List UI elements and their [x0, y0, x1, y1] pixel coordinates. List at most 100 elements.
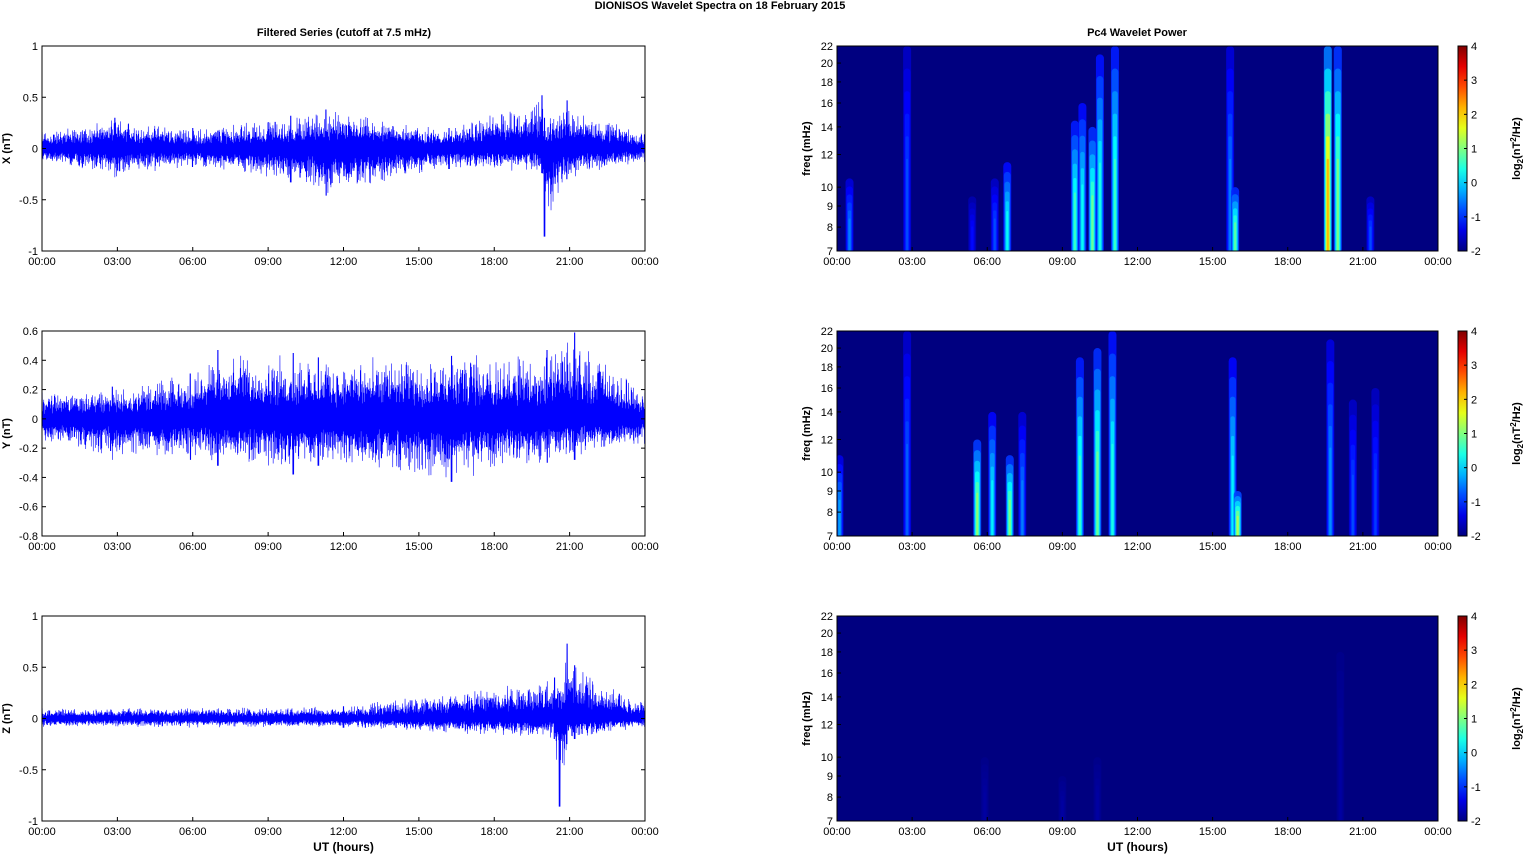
colorbar-label-close: /Hz)	[1511, 402, 1523, 423]
spectrogram-y-xtick-label: 00:00	[823, 541, 851, 553]
left-xlabel: UT (hours)	[313, 840, 374, 854]
spectrogram-y-ytick-label: 9	[827, 486, 833, 498]
spectrogram-y-event	[1008, 499, 1011, 536]
spectrogram-z-ytick-label: 8	[827, 792, 833, 804]
series-y-ytick-label: 0	[32, 414, 38, 426]
spectrogram-y-event	[1078, 455, 1081, 536]
spectrogram-y-event	[1329, 447, 1332, 536]
series-z-xtick-label: 06:00	[179, 826, 207, 838]
spectrogram-z-xtick-label: 06:00	[973, 826, 1001, 838]
spectrogram-z-ytick-label: 12	[821, 720, 833, 732]
spectrogram-z-xtick-label: 09:00	[1049, 826, 1077, 838]
spectrogram-z-ytick-label: 7	[827, 816, 833, 828]
colorbar-label-close: /Hz)	[1511, 117, 1523, 138]
colorbar-label-close: /Hz)	[1511, 687, 1523, 708]
spectrogram-z-colorbar-tick-label: 2	[1471, 679, 1477, 691]
spectrogram-z-event	[983, 792, 986, 821]
series-z-ytick-label: 1	[32, 611, 38, 623]
series-x-xtick-label: 03:00	[104, 256, 132, 268]
spectrogram-x-colorbar-tick-label: 3	[1471, 75, 1477, 87]
spectrogram-y-event	[991, 480, 994, 536]
colorbar-label-sub: 2	[1516, 443, 1525, 448]
spectrogram-z-colorbar-tick-label: -2	[1471, 816, 1481, 828]
spectrogram-z-event	[1339, 744, 1342, 821]
spectrogram-z-xtick-label: 21:00	[1349, 826, 1377, 838]
series-x-xtick-label: 21:00	[556, 256, 584, 268]
spectrogram-z-xtick-label: 15:00	[1199, 826, 1227, 838]
series-x-ytick-label: 0	[32, 144, 38, 156]
series-y-ytick-label: -0.4	[19, 472, 38, 484]
spectrogram-z-xtick-label: 03:00	[898, 826, 926, 838]
spectrogram-y-event	[1374, 469, 1377, 536]
spectrogram-y-xtick-label: 15:00	[1199, 541, 1227, 553]
spectrogram-y-event	[906, 443, 909, 536]
right-xlabel: UT (hours)	[1107, 840, 1168, 854]
series-y-xtick-label: 15:00	[405, 541, 433, 553]
series-z-xtick-label: 21:00	[556, 826, 584, 838]
series-y-xtick-label: 21:00	[556, 541, 584, 553]
series-x-xtick-label: 18:00	[480, 256, 508, 268]
spectrogram-z-colorbar-label: log2(nT2/Hz)	[1509, 687, 1525, 750]
spectrogram-z-ytick-label: 14	[821, 692, 833, 704]
spectrogram-y-colorbar-tick-label: 0	[1471, 463, 1477, 475]
colorbar-label-sup: 2	[1509, 137, 1518, 142]
spectrogram-x-ytick-label: 9	[827, 201, 833, 213]
spectrogram-y-ytick-label: 16	[821, 383, 833, 395]
spectrogram-y-xtick-label: 00:00	[1424, 541, 1452, 553]
spectrogram-x-xtick-label: 00:00	[823, 256, 851, 268]
series-y-ylabel: Y (nT)	[1, 418, 13, 449]
spectrogram-z-ytick-label: 9	[827, 771, 833, 783]
series-y-xtick-label: 00:00	[631, 541, 659, 553]
series-y-ytick-label: 0.2	[23, 385, 38, 397]
spectrogram-x-ylabel: freq (mHz)	[801, 121, 813, 176]
spectrogram-x-colorbar-tick-label: -2	[1471, 246, 1481, 258]
series-y-trace	[41, 332, 646, 482]
colorbar-label-sup: 2	[1509, 422, 1518, 427]
colorbar-label-base: log	[1511, 448, 1523, 465]
colorbar-label-sup: 2	[1509, 707, 1518, 712]
spectrogram-x-ytick-label: 8	[827, 222, 833, 234]
spectrogram-x-event	[1006, 211, 1009, 251]
spectrogram-z-colorbar-tick-label: 1	[1471, 714, 1477, 726]
spectrogram-y-ytick-label: 14	[821, 407, 833, 419]
spectrogram-z-event	[1096, 792, 1099, 821]
spectrogram-x-ytick-label: 12	[821, 150, 833, 162]
series-x-ytick-label: -1	[28, 246, 38, 258]
spectrogram-x-event	[1229, 158, 1232, 251]
spectrogram-y-event	[1021, 480, 1024, 536]
spectrogram-z-ytick-label: 18	[821, 647, 833, 659]
colorbar-label-open: (nT	[1511, 712, 1523, 729]
spectrogram-z-event	[1061, 800, 1064, 821]
right-column-title: Pc4 Wavelet Power	[1087, 27, 1188, 39]
spectrogram-x-xtick-label: 21:00	[1349, 256, 1377, 268]
series-x-ylabel: X (nT)	[1, 133, 13, 164]
spectrogram-x-event	[1098, 162, 1101, 251]
spectrogram-y-colorbar-tick-label: 1	[1471, 429, 1477, 441]
spectrogram-y-colorbar-tick-label: 4	[1471, 326, 1477, 338]
spectrogram-x-ytick-label: 14	[821, 122, 833, 134]
spectrogram-x-event	[993, 218, 996, 251]
series-y-ytick-label: 0.6	[23, 326, 38, 338]
series-z-trace	[41, 643, 646, 807]
series-z-ytick-label: -1	[28, 816, 38, 828]
spectrogram-y-ytick-label: 22	[821, 326, 833, 338]
spectrogram-x-event	[848, 218, 851, 251]
spectrogram-y-event	[976, 492, 979, 536]
series-y-xtick-label: 09:00	[254, 541, 282, 553]
spectrogram-x-ytick-label: 22	[821, 41, 833, 53]
spectrogram-z-ylabel: freq (mHz)	[801, 691, 813, 746]
spectrogram-y-xtick-label: 06:00	[973, 541, 1001, 553]
spectrogram-x-events	[845, 46, 1375, 251]
spectrogram-z-ytick-label: 20	[821, 628, 833, 640]
spectrogram-y-events	[837, 331, 1380, 536]
colorbar-label-open: (nT	[1511, 142, 1523, 159]
series-x-xtick-label: 12:00	[330, 256, 358, 268]
spectrogram-z-ytick-label: 16	[821, 668, 833, 680]
spectrogram-y-ylabel: freq (mHz)	[801, 406, 813, 461]
spectrogram-x-colorbar-tick-label: -1	[1471, 212, 1481, 224]
series-z-ytick-label: -0.5	[19, 765, 38, 777]
spectrogram-y-colorbar-tick-label: 2	[1471, 394, 1477, 406]
spectrogram-y-event	[1351, 474, 1354, 536]
spectrogram-x-event	[1336, 158, 1339, 251]
spectrogram-x-event	[1091, 195, 1094, 251]
